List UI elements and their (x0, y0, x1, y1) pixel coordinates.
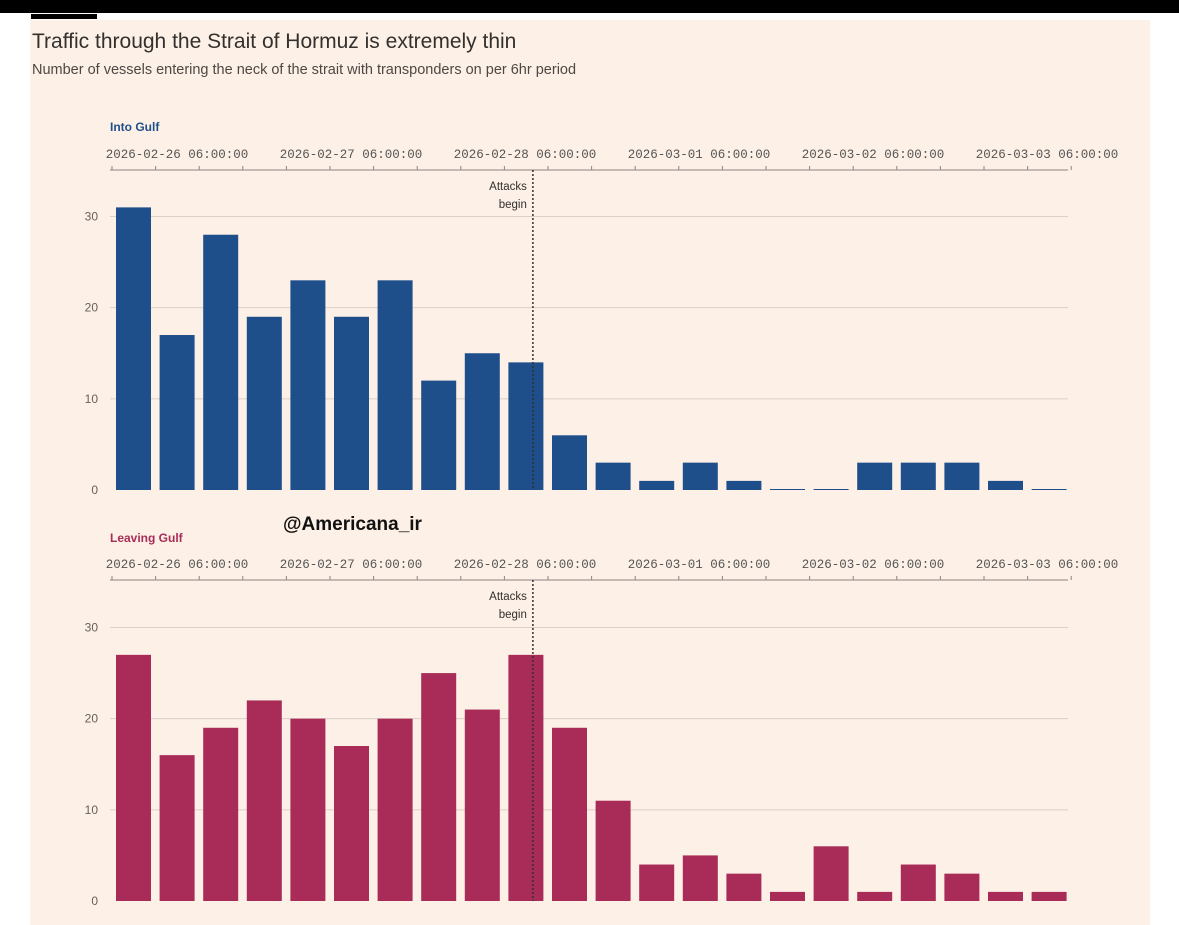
into-gulf-bar (770, 489, 805, 490)
into-gulf-bar (857, 462, 893, 490)
into-gulf-bar (595, 462, 631, 490)
leaving-gulf-panel: Leaving Gulf 2026-02-26 06:00:00 2026-02-2… (85, 531, 1119, 908)
into-gulf-y-tick-label: 0 (91, 483, 98, 497)
leaving-gulf-bar (857, 891, 893, 901)
into-gulf-bar (900, 462, 936, 490)
leaving-gulf-bar (682, 855, 718, 901)
leaving-gulf-x-tick-label: 2026-02-27 06:00:00 (280, 558, 423, 572)
leaving-gulf-bar (944, 873, 980, 901)
into-gulf-bar (464, 353, 500, 490)
leaving-gulf-bar (813, 846, 849, 901)
into-gulf-bar (334, 316, 369, 490)
into-gulf-series-title: Into Gulf (110, 120, 160, 134)
leaving-gulf-y-tick-label: 30 (85, 621, 99, 635)
into-gulf-bar (682, 462, 718, 490)
chart-title: Traffic through the Strait of Hormuz is … (32, 30, 517, 53)
into-gulf-bar (159, 335, 195, 490)
into-gulf-x-tick-label: 2026-03-03 06:00:00 (976, 148, 1119, 162)
leaving-gulf-bar (421, 673, 457, 901)
leaving-gulf-y-tick-label: 20 (85, 712, 99, 726)
into-gulf-x-tick-label: 2026-02-28 06:00:00 (454, 148, 597, 162)
leaving-gulf-bar (1031, 891, 1067, 901)
leaving-gulf-bar (552, 727, 587, 901)
leaving-gulf-bar (203, 727, 239, 901)
into-gulf-bar (290, 280, 326, 490)
leaving-gulf-bar (290, 718, 326, 901)
leaving-gulf-bar (377, 718, 413, 901)
into-gulf-bar (377, 280, 413, 490)
leaving-gulf-x-tick-label: 2026-03-02 06:00:00 (802, 558, 945, 572)
leaving-gulf-bar (726, 873, 762, 901)
into-gulf-y-tick-label: 20 (85, 301, 99, 315)
into-gulf-x-tick-label: 2026-02-26 06:00:00 (106, 148, 249, 162)
leaving-gulf-bar (159, 755, 195, 901)
into-gulf-bar (988, 480, 1023, 490)
leaving-gulf-bar (508, 654, 544, 901)
leaving-gulf-bar (639, 864, 675, 901)
into-gulf-bar (726, 480, 762, 490)
leaving-gulf-x-tick-label: 2026-03-03 06:00:00 (976, 558, 1119, 572)
leaving-gulf-annotation-line1: Attacks (489, 591, 527, 603)
into-gulf-bar (203, 234, 239, 490)
leaving-gulf-bar (116, 654, 151, 901)
leaving-gulf-bar (334, 746, 369, 901)
into-gulf-panel: Into Gulf 2026-02-26 06:00:00 2026-02-27 0… (85, 120, 1119, 497)
into-gulf-x-tick-label: 2026-03-01 06:00:00 (628, 148, 771, 162)
chart-subtitle: Number of vessels entering the neck of t… (32, 62, 577, 78)
top-black-bar (0, 0, 1179, 13)
leaving-gulf-annotation-line2: begin (499, 609, 527, 621)
leaving-gulf-bar (900, 864, 936, 901)
into-gulf-annotation-line1: Attacks (489, 181, 527, 193)
into-gulf-bar (421, 380, 457, 490)
into-gulf-bar (246, 316, 282, 490)
leaving-gulf-x-tick-label: 2026-03-01 06:00:00 (628, 558, 771, 572)
leaving-gulf-y-tick-label: 10 (85, 803, 99, 817)
leaving-gulf-series-title: Leaving Gulf (110, 531, 184, 545)
into-gulf-y-tick-label: 10 (85, 392, 99, 406)
into-gulf-annotation-line2: begin (499, 199, 527, 211)
leaving-gulf-x-tick-label: 2026-02-26 06:00:00 (106, 558, 249, 572)
leaving-gulf-bar (464, 709, 500, 901)
into-gulf-bar (813, 489, 849, 490)
leaving-gulf-y-tick-label: 0 (91, 894, 98, 908)
title-accent-line (31, 14, 97, 19)
leaving-gulf-bar (988, 891, 1023, 901)
leaving-gulf-bar (595, 800, 631, 901)
into-gulf-x-tick-label: 2026-02-27 06:00:00 (280, 148, 423, 162)
into-gulf-bar (116, 207, 151, 490)
into-gulf-bar (508, 362, 544, 490)
into-gulf-x-tick-label: 2026-03-02 06:00:00 (802, 148, 945, 162)
leaving-gulf-bar (246, 700, 282, 901)
into-gulf-bar (639, 480, 675, 490)
into-gulf-bar (1031, 489, 1067, 490)
leaving-gulf-x-tick-label: 2026-02-28 06:00:00 (454, 558, 597, 572)
leaving-gulf-bar (770, 891, 805, 901)
watermark: @Americana_ir (283, 514, 422, 535)
into-gulf-bar (552, 435, 587, 490)
into-gulf-y-tick-label: 30 (85, 210, 99, 224)
into-gulf-bar (944, 462, 980, 490)
